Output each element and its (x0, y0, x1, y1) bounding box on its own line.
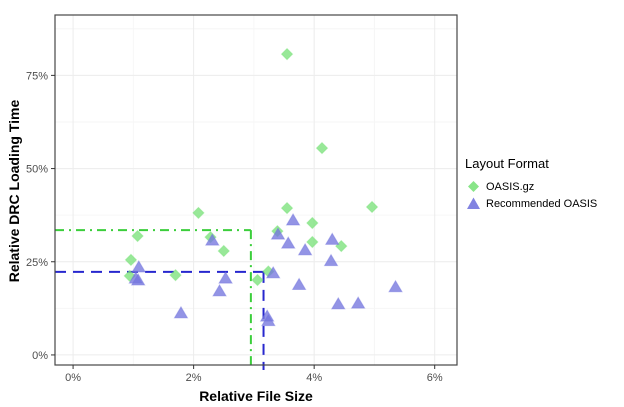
data-point-recommended-oasis (130, 273, 146, 286)
data-point-recommended-oasis (330, 296, 346, 310)
data-point-oasis-gz (251, 273, 264, 287)
y-axis-tick-label: 75% (26, 70, 48, 82)
y-axis-tick-label: 0% (32, 350, 48, 362)
data-point-recommended-oasis (218, 271, 233, 284)
legend-entry-recommended-oasis: Recommended OASIS (465, 195, 597, 212)
data-point-recommended-oasis (291, 277, 307, 290)
data-point-oasis-gz (306, 216, 319, 230)
diamond-marker-icon (465, 178, 482, 195)
data-point-recommended-oasis (388, 279, 403, 293)
data-point-oasis-gz (169, 268, 182, 282)
panel-background (55, 15, 457, 365)
data-point-recommended-oasis (260, 313, 276, 327)
x-axis-tick-label: 6% (427, 372, 443, 384)
data-point-recommended-oasis (131, 259, 147, 273)
panel-border (54, 14, 458, 366)
data-point-recommended-oasis (204, 233, 220, 246)
y-axis-tick-label: 25% (26, 257, 48, 269)
legend-title: Layout Format (465, 156, 549, 171)
data-point-oasis-gz (365, 200, 379, 214)
data-point-oasis-gz (217, 244, 230, 258)
data-point-recommended-oasis (297, 242, 313, 256)
data-point-oasis-gz (306, 235, 319, 249)
data-point-oasis-gz (280, 201, 294, 215)
data-point-recommended-oasis (270, 227, 286, 240)
data-point-oasis-gz (280, 47, 294, 61)
data-point-recommended-oasis (285, 213, 301, 226)
data-point-recommended-oasis (324, 232, 340, 245)
data-point-oasis-gz (131, 229, 144, 243)
legend: Layout Format OASIS.gz Recommended OASIS (465, 156, 597, 212)
data-point-recommended-oasis (323, 253, 339, 267)
data-point-oasis-gz (192, 206, 205, 220)
y-axis-title: Relative DRC Loading Time (6, 99, 22, 283)
legend-entry-oasis-gz: OASIS.gz (465, 178, 597, 195)
data-point-recommended-oasis (280, 236, 296, 249)
legend-label: OASIS.gz (486, 180, 535, 193)
triangle-marker-icon (465, 195, 482, 212)
data-point-recommended-oasis (212, 283, 227, 297)
data-point-oasis-gz (124, 253, 138, 267)
x-axis-title: Relative File Size (199, 388, 313, 404)
x-axis-tick-label: 0% (65, 372, 81, 384)
x-axis-tick-label: 2% (186, 372, 202, 384)
data-point-oasis-gz (315, 141, 329, 155)
legend-label: Recommended OASIS (486, 197, 598, 210)
y-axis-tick-label: 50% (26, 164, 48, 176)
data-point-recommended-oasis (265, 265, 281, 279)
data-point-recommended-oasis (173, 305, 189, 319)
x-axis-tick-label: 4% (306, 372, 322, 384)
data-point-recommended-oasis (350, 296, 366, 309)
